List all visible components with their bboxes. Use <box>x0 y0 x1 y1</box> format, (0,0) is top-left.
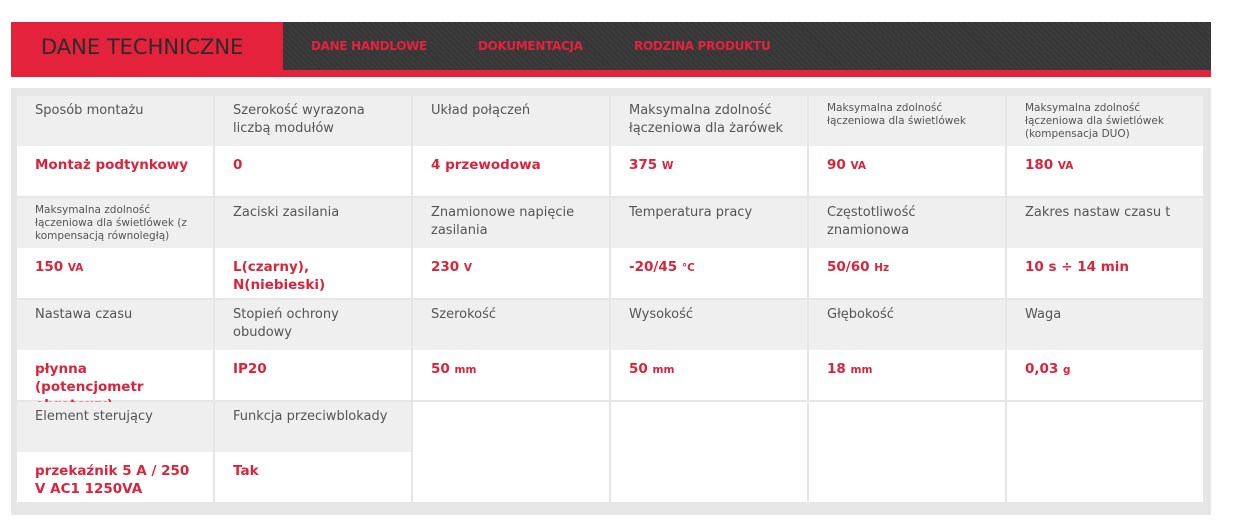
spec-label: Sposób montażu <box>17 96 213 146</box>
spec-value: Tak <box>215 452 411 502</box>
empty-cell <box>1007 402 1203 502</box>
spec-label: Element sterujący <box>17 402 213 452</box>
value-text: 90 <box>827 157 846 173</box>
spec-value: Montaż podtynkowy <box>17 146 213 196</box>
tab[interactable]: DANE HANDLOWE <box>311 39 427 53</box>
spec-value: 50/60 Hz <box>809 248 1005 298</box>
spec-value: 0,03 g <box>1007 350 1203 400</box>
active-tab[interactable]: DANE TECHNICZNE <box>11 22 283 70</box>
spec-label: Częstotliwość znamionowa <box>809 198 1005 248</box>
value-text: IP20 <box>233 361 267 377</box>
value-text: 50 <box>629 361 648 377</box>
spec-value: 150 VA <box>17 248 213 298</box>
value-unit: Hz <box>874 262 890 274</box>
spec-label: Układ połączeń <box>413 96 609 146</box>
tab-underline <box>11 70 1211 77</box>
value-text: 375 <box>629 157 658 173</box>
spec-value: 90 VA <box>809 146 1005 196</box>
value-text: L(czarny), N(niebieski) <box>233 259 326 293</box>
value-text: 180 <box>1025 157 1054 173</box>
value-unit: V <box>463 262 473 274</box>
spec-label: Funkcja przeciwblokady <box>215 402 411 452</box>
spec-label: Zaciski zasilania <box>215 198 411 248</box>
spec-label: Zakres nastaw czasu t <box>1007 198 1203 248</box>
value-unit: mm <box>652 364 675 376</box>
spec-label: Wysokość <box>611 300 807 350</box>
spec-label: Maksymalna zdolność łączeniowa dla świet… <box>17 198 213 248</box>
value-text: 0,03 <box>1025 361 1059 377</box>
spec-value: płynna (potencjometr obrotowy) <box>17 350 213 413</box>
value-text: 150 <box>35 259 64 275</box>
spec-label: Waga <box>1007 300 1203 350</box>
spec-value: 50 mm <box>611 350 807 400</box>
value-text: 230 <box>431 259 460 275</box>
empty-cell <box>413 402 609 502</box>
value-unit: mm <box>454 364 477 376</box>
spec-value: 18 mm <box>809 350 1005 400</box>
value-unit: VA <box>850 160 867 172</box>
value-text: Montaż podtynkowy <box>35 157 189 173</box>
spec-label: Głębokość <box>809 300 1005 350</box>
spec-value: przekaźnik 5 A / 250 V AC1 1250VA <box>17 452 213 502</box>
value-unit: VA <box>1057 160 1074 172</box>
value-text: przekaźnik 5 A / 250 V AC1 1250VA <box>35 463 190 497</box>
value-text: Tak <box>233 463 259 479</box>
spec-label: Maksymalna zdolność łączeniowa dla świet… <box>809 96 1005 146</box>
spec-value: IP20 <box>215 350 411 400</box>
spec-value: 180 VA <box>1007 146 1203 196</box>
value-text: 18 <box>827 361 846 377</box>
spec-label: Temperatura pracy <box>611 198 807 248</box>
value-text: 10 s ÷ 14 min <box>1025 259 1130 275</box>
value-text: 0 <box>233 157 243 173</box>
value-text: 4 przewodowa <box>431 157 541 173</box>
spec-value: 4 przewodowa <box>413 146 609 196</box>
value-unit: mm <box>850 364 873 376</box>
spec-value: 230 V <box>413 248 609 298</box>
spec-label: Nastawa czasu <box>17 300 213 350</box>
empty-cell <box>809 402 1005 502</box>
value-text: 50/60 <box>827 259 870 275</box>
tab[interactable]: RODZINA PRODUKTU <box>634 39 771 53</box>
tab[interactable]: DOKUMENTACJA <box>478 39 583 53</box>
spec-label: Stopień ochrony obudowy <box>215 300 411 350</box>
spec-value: 375 W <box>611 146 807 196</box>
value-text: -20/45 <box>629 259 678 275</box>
tab-bar: DANE TECHNICZNE DANE HANDLOWE DOKUMENTACJ… <box>11 22 1211 70</box>
value-unit: g <box>1063 364 1071 376</box>
spec-label: Szerokość <box>413 300 609 350</box>
spec-value: L(czarny), N(niebieski) <box>215 248 411 298</box>
value-unit: VA <box>67 262 84 274</box>
spec-value: 50 mm <box>413 350 609 400</box>
spec-value: -20/45 °C <box>611 248 807 298</box>
value-unit: °C <box>681 262 695 274</box>
spec-label: Znamionowe napięcie zasilania <box>413 198 609 248</box>
spec-value: 0 <box>215 146 411 196</box>
spec-label: Maksymalna zdolność łączeniowa dla świet… <box>1007 96 1203 146</box>
spec-value: 10 s ÷ 14 min <box>1007 248 1203 298</box>
value-unit: W <box>661 160 674 172</box>
value-text: 50 <box>431 361 450 377</box>
empty-cell <box>611 402 807 502</box>
spec-label: Szerokość wyrazona liczbą modułów <box>215 96 411 146</box>
spec-label: Maksymalna zdolność łączeniowa dla żarów… <box>611 96 807 146</box>
spec-table: Sposób montażu Montaż podtynkowy Szerokość… <box>11 88 1211 515</box>
